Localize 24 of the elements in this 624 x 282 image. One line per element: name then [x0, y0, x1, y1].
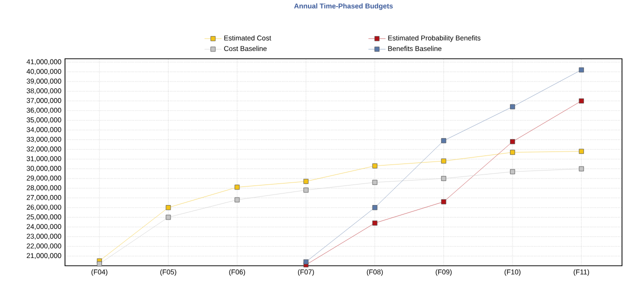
- point: [578, 148, 584, 154]
- point: [372, 164, 378, 169]
- point: [234, 184, 240, 190]
- point: [441, 176, 446, 182]
- point: [166, 214, 171, 220]
- point: [234, 197, 240, 202]
- point: [510, 169, 516, 174]
- point: [510, 139, 516, 144]
- point: [96, 261, 102, 266]
- point: [166, 205, 171, 210]
- point: [372, 205, 378, 210]
- point: [441, 158, 446, 164]
- point: [510, 150, 516, 155]
- point: [303, 260, 308, 264]
- point: [510, 104, 516, 110]
- point: [303, 188, 308, 193]
- point: [578, 98, 584, 104]
- point: [578, 166, 584, 172]
- point: [441, 199, 446, 204]
- point: [303, 179, 308, 184]
- point: [578, 68, 584, 73]
- point: [372, 220, 378, 226]
- point: [372, 180, 378, 185]
- point: [441, 138, 446, 144]
